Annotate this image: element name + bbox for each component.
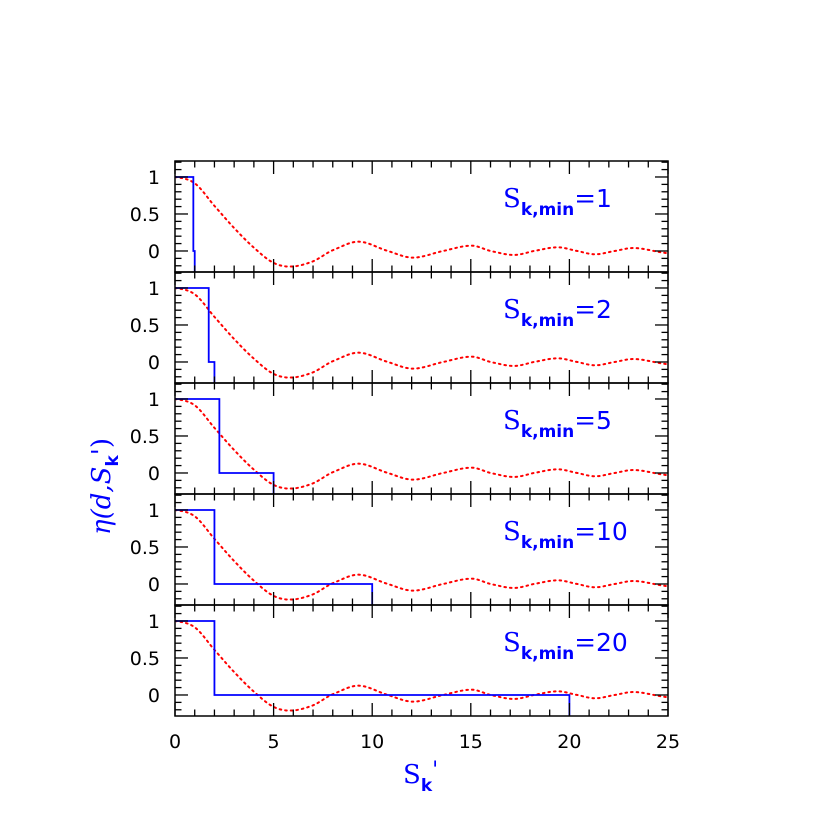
x-axis-label: Sk': [403, 758, 438, 796]
panel-frame: [174, 160, 669, 273]
panel-label-main: S: [503, 406, 521, 436]
red-dotted-curve: [175, 175, 668, 268]
x-tick-label: 0: [169, 731, 181, 753]
panel-label-main: S: [503, 295, 521, 325]
panel-label-main: S: [503, 628, 521, 658]
panel-frame: [174, 271, 669, 384]
panel-4: 0 0.5 1 Sk,min=10: [130, 493, 669, 606]
y-tick-label: 0.5: [130, 315, 160, 337]
panel-label-value: 1: [596, 184, 612, 213]
panel-label: Sk,min=1: [503, 184, 612, 220]
panel-label-sub: k,min: [521, 422, 574, 442]
y-tick-label: 1: [148, 167, 160, 189]
y-axis-label: η(d,Sk'): [87, 438, 123, 535]
y-tick-label: 1: [148, 389, 160, 411]
y-tick-label: 0.5: [130, 204, 160, 226]
x-tick-label: 15: [459, 731, 483, 753]
y-tick-label: 0.5: [130, 648, 160, 670]
panel-label-sub: k,min: [521, 311, 574, 331]
panel-label-main: S: [503, 184, 521, 214]
panel-3: 0 0.5 1 Sk,min=5: [130, 382, 669, 495]
y-tick-label: 1: [148, 500, 160, 522]
y-tick-label: 0: [148, 685, 160, 707]
panel-label-value: 20: [596, 628, 628, 657]
panel-frame: [174, 604, 669, 717]
y-tick-label: 0: [148, 352, 160, 374]
blue-step-line: [175, 620, 571, 716]
panel-label: Sk,min=20: [503, 628, 628, 664]
panel-2: 0 0.5 1 Sk,min=2: [130, 271, 669, 384]
panel-label-eq: =: [574, 184, 596, 214]
panel-label-sub: k,min: [521, 533, 574, 553]
panel-label: Sk,min=5: [503, 406, 612, 442]
y-tick-label: 0.5: [130, 537, 160, 559]
red-dotted-curve: [175, 286, 668, 379]
y-tick-label: 0: [148, 574, 160, 596]
panel-label-value: 5: [596, 406, 612, 435]
panel-frame: [174, 493, 669, 606]
y-tick-label: 0.5: [130, 426, 160, 448]
x-tick-labels: 0 5 10 15 20 25: [169, 731, 680, 753]
panel-label-eq: =: [574, 517, 596, 547]
panel-frame: [174, 382, 669, 495]
y-tick-label: 0: [148, 241, 160, 263]
x-tick-label: 20: [557, 731, 581, 753]
panel-label-main: S: [503, 517, 521, 547]
panel-label-eq: =: [574, 295, 596, 325]
blue-step-line: [175, 509, 374, 605]
y-tick-label: 1: [148, 278, 160, 300]
panel-label-value: 2: [596, 295, 612, 324]
panel-label-sub: k,min: [521, 200, 574, 220]
x-tick-label: 10: [360, 731, 384, 753]
blue-step-line: [175, 398, 275, 494]
panels: 00.51Sk,min=100.51Sk,min=200.51Sk,min=50…: [130, 160, 669, 717]
panel-label-eq: =: [574, 628, 596, 658]
y-tick-label: 0: [148, 463, 160, 485]
panel-label-value: 10: [596, 517, 628, 546]
panel-5: 0 0.5 1 Sk,min=20: [130, 604, 669, 717]
panel-label: Sk,min=10: [503, 517, 628, 553]
y-tick-label: 1: [148, 611, 160, 633]
x-tick-label: 5: [268, 731, 280, 753]
panel-label: Sk,min=2: [503, 295, 612, 331]
panel-label-eq: =: [574, 406, 596, 436]
x-tick-label: 25: [656, 731, 680, 753]
blue-step-line: [175, 287, 216, 383]
panel-label-sub: k,min: [521, 644, 574, 664]
